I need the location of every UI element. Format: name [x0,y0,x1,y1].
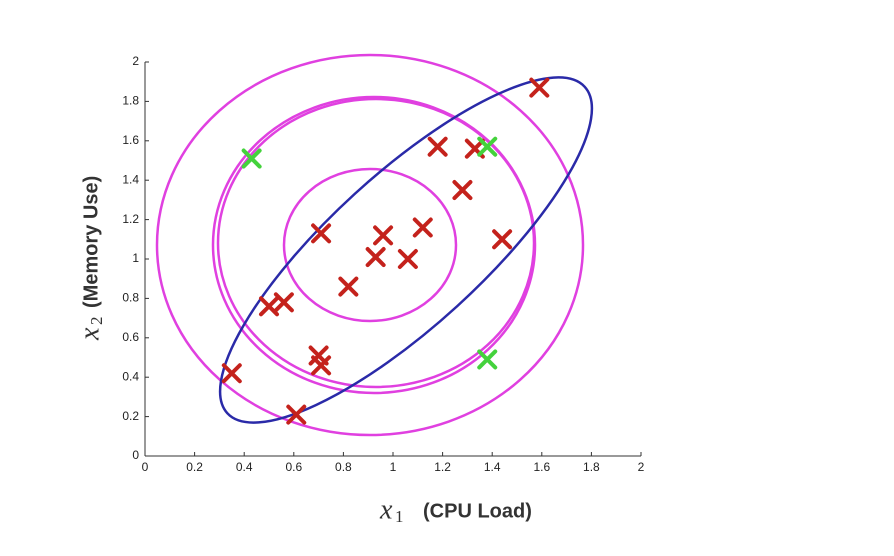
inner-contour [282,167,458,323]
x-tick-label: 0.4 [236,460,253,474]
cross-marker [338,276,359,297]
x-tick-label: 2 [638,460,645,474]
y-tick-label: 1.6 [122,133,139,147]
x-tick-label: 1.6 [533,460,550,474]
y-tick-label: 1.4 [122,172,139,186]
y-tick-label: 0.2 [122,409,139,423]
x-subscript: 1 [395,507,404,526]
y-tick-label: 1.8 [122,94,139,108]
cross-marker [365,247,386,268]
y-tick-label: 0.4 [122,369,139,383]
y-label: (Memory Use) [80,176,102,308]
x-tick-label: 0.2 [186,460,203,474]
cross-marker [373,225,394,246]
y-tick-label: 2 [132,54,139,68]
x-tick-label: 1.2 [434,460,451,474]
cross-marker [286,404,307,425]
x-symbol: x [379,494,393,525]
cross-marker [241,148,262,169]
tilted-contour [218,76,594,424]
cross-marker [221,363,242,384]
y-axis-label: x 2 (Memory Use) [74,176,105,341]
cross-marker [492,229,513,250]
cross-marker [452,180,473,201]
x-tick-label: 0.8 [335,460,352,474]
cross-marker [273,292,294,313]
cross-marker [311,223,332,244]
x-tick-label: 1.8 [583,460,600,474]
y-symbol: x [74,327,105,341]
cross-marker [529,77,550,98]
cross-marker [397,249,418,269]
cross-marker [477,349,498,370]
outer-contour [155,53,585,437]
x-tick-label: 0 [142,460,149,474]
x-tick-label: 1.4 [484,460,501,474]
cross-marker [477,136,498,157]
x-label: (CPU Load) [423,500,532,522]
y-tick-label: 0 [132,448,139,462]
hand-drawn-contours [155,53,594,437]
y-tick-label: 0.8 [122,291,139,305]
middle-contour-2 [216,97,536,389]
cross-marker [311,355,332,376]
y-subscript: 2 [87,317,106,326]
cross-marker [427,136,448,157]
y-tick-label: 1 [132,251,139,265]
y-tick-label: 1.2 [122,212,139,226]
x-axis-label: x 1 (CPU Load) [379,494,532,525]
cross-marker [412,217,433,238]
x-tick-label: 0.6 [285,460,302,474]
y-tick-label: 0.6 [122,330,139,344]
x-tick-label: 1 [390,460,397,474]
cross-marker [259,296,279,317]
